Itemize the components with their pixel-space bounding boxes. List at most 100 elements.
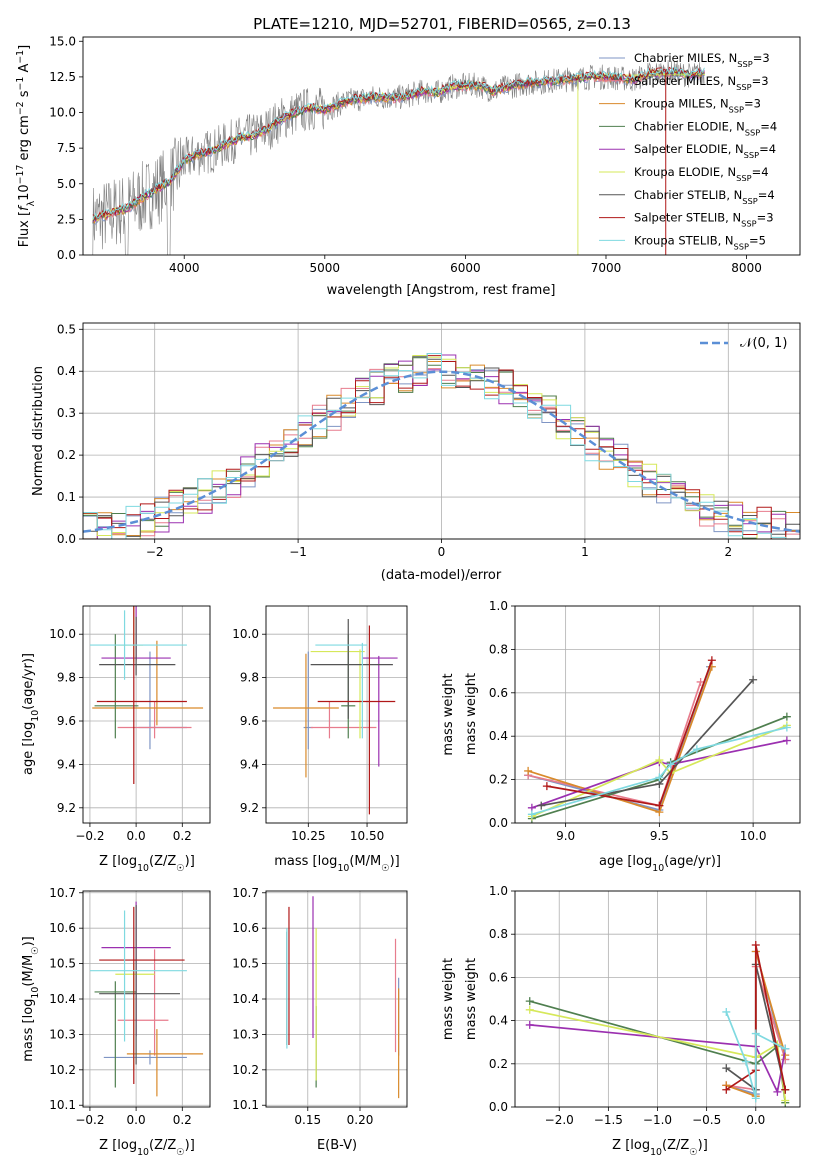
- weight-marker: [773, 1087, 782, 1096]
- chart-title: PLATE=1210, MJD=52701, FIBERID=0565, z=0…: [253, 15, 631, 33]
- normal-curve: [83, 370, 800, 533]
- weight-marker: [666, 760, 675, 769]
- label-part: Kroupa MILES, N: [634, 97, 729, 111]
- label-part: (Z/Z: [149, 854, 176, 869]
- y-tick-label: 5.0: [57, 177, 76, 191]
- label-part: ☉: [176, 863, 184, 874]
- y-tick-label: 10.3: [49, 1027, 76, 1041]
- y-tick-label: 0.1: [57, 490, 76, 504]
- y-axis-label: mass weight: [464, 673, 479, 755]
- label-part: Z [log: [612, 1138, 650, 1153]
- y-tick-label: 0.4: [57, 364, 76, 378]
- label-part: 10: [30, 987, 41, 999]
- y-tick-label: 7.5: [57, 141, 76, 155]
- y-tick-label: 0.2: [57, 448, 76, 462]
- x-tick-label: 6000: [450, 261, 481, 275]
- label-part: 10: [137, 863, 149, 874]
- plot-area: [273, 619, 398, 815]
- y-tick-label: 9.6: [240, 714, 259, 728]
- weight-marker: [782, 723, 791, 732]
- label-part: (M/M: [21, 955, 36, 987]
- y-tick-label: 10.7: [49, 886, 76, 900]
- x-tick-label: −1.5: [594, 1113, 623, 1127]
- x-tick-label: −0.2: [75, 829, 104, 843]
- y-tick-label: 0.5: [57, 322, 76, 336]
- label-part: 10: [652, 863, 664, 874]
- label-part: Salpeter MILES, N: [634, 74, 736, 88]
- label-part: SSP: [736, 173, 751, 183]
- y-axis-label: mass [log10(M/M☉)]: [21, 936, 41, 1062]
- x-tick-label: 0.2: [173, 1113, 192, 1127]
- weight-marker: [707, 656, 716, 665]
- model-spectrum: [92, 66, 705, 220]
- legend-entry: Salpeter MILES, NSSP=3: [634, 74, 769, 92]
- weight-marker: [751, 1094, 760, 1103]
- axes-frame: [82, 605, 211, 824]
- weight-marker: [655, 801, 664, 810]
- label-part: −1: [15, 50, 26, 64]
- label-part: (age/yr)]: [664, 854, 721, 869]
- y-tick-label: 0.0: [489, 816, 508, 830]
- x-tick-label: 0.15: [294, 1113, 321, 1127]
- label-part: )]: [698, 1138, 708, 1153]
- y-tick-label: 9.2: [240, 801, 259, 815]
- weight-marker: [782, 712, 791, 721]
- label-part: SSP: [744, 150, 759, 160]
- weight-marker: [781, 1044, 790, 1053]
- label-part: SSP: [734, 241, 749, 251]
- y-tick-label: 10.0: [232, 627, 259, 641]
- x-tick-label: 2: [724, 545, 732, 559]
- x-axis-label: age [log10(age/yr)]: [599, 854, 721, 874]
- weight-marker: [524, 766, 533, 775]
- y-axis-label: age [log10(age/yr)]: [21, 653, 41, 775]
- weight-marker: [537, 801, 546, 810]
- x-tick-label: −2: [146, 545, 164, 559]
- x-tick-label: 0.0: [127, 1113, 146, 1127]
- plot-area: [92, 60, 706, 255]
- x-axis-label: Z [log10(Z/Z☉)]: [99, 1138, 195, 1158]
- label-part: 10: [137, 1147, 149, 1158]
- label-part: SSP: [745, 127, 760, 137]
- axes-frame: [265, 890, 408, 1108]
- plot-area: [83, 353, 800, 539]
- label-part: 10: [17, 184, 32, 201]
- y-tick-label: 9.8: [57, 671, 76, 685]
- weight-marker: [722, 1085, 731, 1094]
- x-tick-label: 8000: [731, 261, 762, 275]
- label-part: 10: [337, 863, 349, 874]
- label-part: λ: [26, 200, 37, 206]
- plot-area: [89, 606, 204, 784]
- weight-line: [725, 944, 787, 1091]
- x-axis-label: (data-model)/error: [381, 568, 502, 583]
- label-part: Kroupa STELIB, N: [634, 233, 734, 247]
- y-tick-label: 0.4: [489, 729, 508, 743]
- label-part: Z [log: [99, 854, 137, 869]
- label-part: )]: [185, 1138, 195, 1153]
- y-tick-label: 10.3: [232, 1027, 259, 1041]
- label-part: )]: [21, 936, 36, 946]
- label-part: (age/yr)]: [21, 653, 36, 710]
- label-part: Chabrier MILES, N: [634, 51, 737, 65]
- y-axis-label: mass weight: [464, 958, 479, 1040]
- x-tick-label: −0.5: [692, 1113, 721, 1127]
- label-part: Chabrier ELODIE, N: [634, 119, 745, 133]
- y-axis-label: mass weight: [441, 673, 456, 755]
- weight-marker: [781, 1085, 790, 1094]
- y-tick-label: 0.2: [489, 1057, 508, 1071]
- residual-panel: −2 −1 0 1 2 0.0 0.1 0.2 0.3 0.4 0.5 (data-model)/er…: [31, 322, 801, 583]
- y-tick-label: 10.7: [232, 886, 259, 900]
- label-part: Kroupa ELODIE, N: [634, 165, 736, 179]
- y-axis-label: Normed distribution: [31, 366, 46, 496]
- label-part: =3: [753, 51, 770, 65]
- observed-spectrum: [92, 60, 705, 255]
- x-tick-label: 4000: [169, 261, 200, 275]
- y-tick-label: 10.1: [49, 1098, 76, 1112]
- label-part: age [log: [599, 854, 652, 869]
- y-tick-label: 10.6: [232, 921, 259, 935]
- weight-marker: [751, 1029, 760, 1038]
- x-axis-label: mass [log10(M/M☉)]: [274, 854, 400, 874]
- y-tick-label: 0.3: [57, 406, 76, 420]
- plot-area: [89, 901, 204, 1097]
- y-axis-label: mass weight: [441, 958, 456, 1040]
- x-tick-label: 9.5: [650, 829, 669, 843]
